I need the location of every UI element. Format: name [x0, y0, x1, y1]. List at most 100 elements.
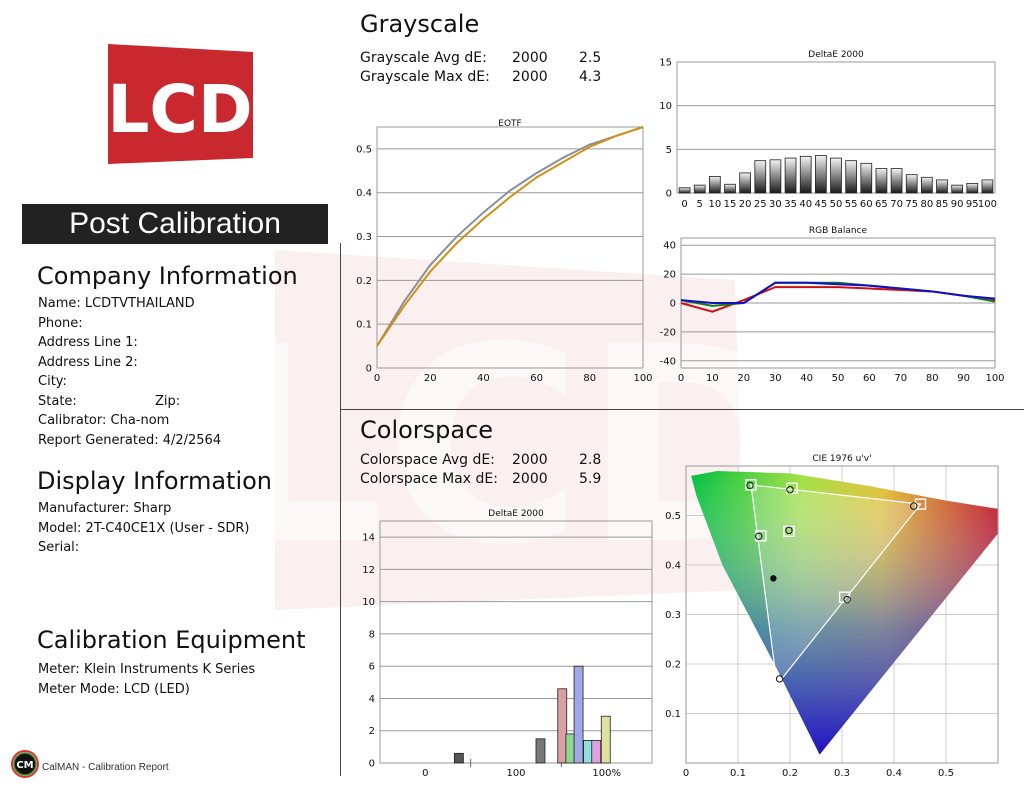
csde-bar [583, 740, 593, 764]
company-city: City: [38, 374, 67, 389]
cie-ytick: 0.3 [665, 610, 681, 621]
rgb-title: RGB Balance [809, 226, 868, 236]
csde-ytick: 6 [369, 662, 375, 673]
eotf-frame [376, 126, 644, 369]
gsde-bar [830, 157, 842, 194]
colorspace-max-label: Colorspace Max dE: [360, 471, 498, 487]
rgb-xtick: 50 [832, 373, 845, 384]
eotf-xtick: 40 [477, 373, 490, 384]
display-model: Model: 2T-C40CE1X (User - SDR) [38, 520, 250, 536]
company-phone: Phone: [38, 315, 83, 331]
company-zip: Zip: [155, 393, 181, 409]
gsde-bar [678, 187, 691, 194]
gsde-ytick: 15 [659, 58, 672, 69]
gsde-xtick: 60 [860, 199, 873, 210]
colorspace-avg-row: Colorspace Avg dE: 2000 2.8 [360, 452, 620, 471]
display-manufacturer: Manufacturer: Sharp [38, 501, 172, 516]
gsde-xtick: 30 [769, 199, 782, 210]
eotf-ytick: 0.4 [356, 188, 372, 199]
rgb-ytick: 20 [663, 270, 676, 281]
cie-xtick: 0.4 [886, 768, 902, 779]
report-banner: Post Calibration [22, 204, 328, 244]
colorspace-max-value: 5.9 [579, 471, 602, 487]
grayscale-avg-row: Grayscale Avg dE: 2000 2.5 [360, 50, 620, 69]
eotf-xtick: 0 [374, 373, 380, 384]
rgb-balance-chart: RGB Balance -40 -20 0 20 40 0 10 20 30 40 50 60 70 80 9… [660, 226, 1005, 384]
eotf-ytick: 0.2 [356, 276, 372, 287]
cie-xtick: 0.2 [782, 768, 798, 779]
cie-target-marker [783, 525, 795, 538]
gsde-xtick: 45 [814, 199, 827, 210]
gsde-bar [799, 155, 812, 194]
equipment-meter-mode: Meter Mode: LCD (LED) [38, 681, 190, 697]
gsde-ytick: 10 [659, 101, 672, 112]
eotf-series-line-0 [376, 126, 644, 347]
grayscale-stats: Grayscale Avg dE: 2000 2.5 Grayscale Max… [360, 50, 620, 88]
gsde-xtick: 40 [799, 199, 812, 210]
horizontal-divider [340, 409, 1024, 410]
csde-group-label: 100 [506, 768, 525, 779]
gsde-bar [724, 183, 736, 194]
grayscale-max-label: Grayscale Max dE: [360, 69, 490, 85]
colorspace-heading: Colorspace [360, 416, 494, 444]
cie-measured-point [775, 675, 784, 683]
grayscale-max-row: Grayscale Max dE: 2000 4.3 [360, 69, 620, 88]
csde-bar [453, 752, 464, 764]
csde-ytick: 8 [369, 629, 375, 640]
gsde-ytick: 0 [666, 189, 672, 200]
company-info: Name: LCDTVTHAILAND Phone: Address Line … [38, 294, 221, 450]
rgb-xtick: 80 [926, 373, 939, 384]
company-report-date: Report Generated: 4/2/2564 [38, 432, 222, 448]
cie-measured-point [746, 481, 754, 490]
cie-xtick: 0.3 [834, 768, 850, 779]
gsde-xtick: 35 [784, 199, 797, 210]
rgb-xtick: 60 [863, 373, 876, 384]
grayscale-avg-std: 2000 [512, 50, 548, 66]
csde-bar [557, 688, 568, 764]
company-state: State: [38, 393, 77, 409]
rgb-ytick: -40 [660, 356, 676, 367]
gsde-xtick: 85 [936, 199, 949, 210]
csde-frame [379, 520, 653, 764]
company-heading: Company Information [37, 262, 298, 290]
gsde-xtick: 15 [724, 199, 737, 210]
rgb-xtick: 30 [769, 373, 782, 384]
cie-chart: CIE 1976 u'v' 0.1 0.2 0.3 0.4 0.5 0 0.1 0.2 0.3 0.… [665, 454, 999, 779]
cie-target-marker [745, 479, 757, 491]
company-name: Name: LCDTVTHAILAND [38, 296, 195, 311]
cie-ytick: 0.4 [665, 561, 681, 572]
csde-bar [565, 733, 576, 764]
cie-target-marker [914, 498, 927, 510]
display-heading: Display Information [37, 467, 273, 495]
csde-ytick: 2 [369, 726, 375, 737]
gsde-bar [754, 160, 767, 194]
cie-title: CIE 1976 u'v' [812, 454, 871, 464]
rgb-ytick: 0 [670, 299, 676, 310]
company-state-row: State: Zip: [38, 392, 221, 412]
rgb-ytick: -20 [660, 327, 676, 338]
equipment-info: Meter: Klein Instruments K Series Meter … [38, 660, 255, 699]
lcd-logo: LCD [108, 44, 253, 164]
gsde-bar [815, 155, 827, 194]
vertical-divider [340, 243, 341, 776]
grayscale-max-std: 2000 [512, 69, 548, 85]
watermark-logo-text: LCD [265, 289, 755, 604]
csde-ytick: 12 [362, 565, 375, 576]
rgb-xtick: 40 [800, 373, 813, 384]
gsde-bar [966, 182, 979, 194]
display-serial: Serial: [38, 540, 80, 555]
gsde-xtick: 95 [966, 199, 979, 210]
gsde-bar [784, 157, 797, 194]
cie-frame [685, 465, 999, 764]
colorspace-avg-std: 2000 [512, 452, 548, 468]
gsde-xtick: 70 [890, 199, 903, 210]
csde-ytick: 10 [362, 597, 375, 608]
colorspace-stats: Colorspace Avg dE: 2000 2.8 Colorspace M… [360, 452, 620, 490]
gsde-xtick: 5 [697, 199, 703, 210]
eotf-series-line-1 [376, 126, 644, 347]
company-address-2: Address Line 2: [38, 354, 138, 370]
gsde-bar [951, 184, 963, 194]
csde-bar [600, 715, 611, 764]
